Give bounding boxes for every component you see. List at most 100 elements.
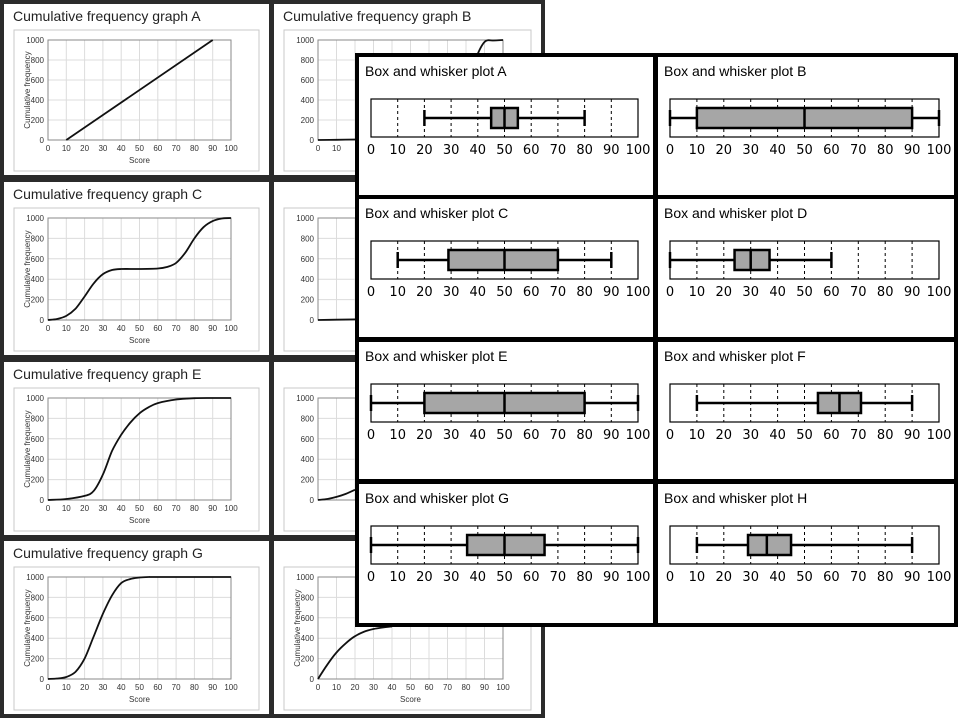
x-tick-label: 90 xyxy=(208,324,217,333)
cumulative-frequency-line xyxy=(47,576,231,680)
y-tick-label: 0 xyxy=(40,496,45,505)
x-tick-label: 60 xyxy=(523,143,540,158)
x-tick-label: 0 xyxy=(46,324,51,333)
x-tick-label: 100 xyxy=(927,285,952,300)
y-tick-label: 1000 xyxy=(26,36,44,45)
x-tick-label: 100 xyxy=(927,570,952,585)
bw-card-e: Box and whisker plot E 0 10 20 30 40 50 60 70 80… xyxy=(359,342,653,479)
y-tick-label: 1000 xyxy=(26,573,44,582)
x-tick-label: 80 xyxy=(190,504,199,513)
x-tick-label: 20 xyxy=(80,504,89,513)
y-tick-label: 1000 xyxy=(26,394,44,403)
cumulative-frequency-line xyxy=(317,488,356,501)
y-tick-label: 1000 xyxy=(296,214,314,223)
x-tick-label: 70 xyxy=(172,504,181,513)
y-tick-label: 200 xyxy=(301,655,315,664)
y-tick-label: 800 xyxy=(31,593,45,602)
x-tick-label: 40 xyxy=(769,570,786,585)
cumulative-frequency-line xyxy=(47,217,232,321)
x-tick-label: 50 xyxy=(496,285,513,300)
y-tick-label: 400 xyxy=(31,275,45,284)
x-tick-label: 80 xyxy=(190,144,199,153)
x-tick-label: 50 xyxy=(796,428,813,443)
x-tick-label: 0 xyxy=(316,683,321,692)
x-tick-label: 100 xyxy=(224,683,238,692)
cf-card-e: Cumulative frequency graph E 0 200 400 600 8… xyxy=(4,362,269,535)
x-tick-label: 70 xyxy=(850,285,867,300)
y-tick-label: 1000 xyxy=(296,394,314,403)
x-tick-label: 40 xyxy=(769,285,786,300)
y-tick-label: 200 xyxy=(301,296,315,305)
line-chart-svg: 0 200 400 600 800 1000 0 10 20 30 40 50 60 70 80 90 100 S… xyxy=(13,29,260,172)
x-tick-label: 20 xyxy=(416,143,433,158)
chart-title: Cumulative frequency graph E xyxy=(13,366,202,382)
x-tick-label: 80 xyxy=(877,143,894,158)
y-tick-label: 600 xyxy=(301,435,315,444)
x-tick-label: 90 xyxy=(208,504,217,513)
x-tick-label: 100 xyxy=(224,504,238,513)
x-tick-label: 0 xyxy=(46,504,51,513)
boxplot-svg: 0 10 20 30 40 50 60 70 80 90 100 xyxy=(666,98,951,158)
y-tick-label: 200 xyxy=(301,116,315,125)
x-tick-label: 100 xyxy=(927,428,952,443)
x-tick-label: 100 xyxy=(626,428,651,443)
box-whisker-sheet: Box and whisker plot A 0 10 20 30 40 50 60 70 80… xyxy=(355,53,958,627)
chart-title: Cumulative frequency graph C xyxy=(13,186,203,202)
x-tick-label: 30 xyxy=(742,570,759,585)
x-tick-label: 30 xyxy=(98,504,107,513)
x-tick-label: 30 xyxy=(369,683,378,692)
y-tick-label: 0 xyxy=(40,136,45,145)
y-axis-label: Cumulative frequency xyxy=(293,589,302,666)
x-tick-label: 100 xyxy=(224,144,238,153)
chart-title: Box and whisker plot B xyxy=(664,63,807,79)
x-tick-label: 80 xyxy=(576,285,593,300)
cumulative-frequency-line xyxy=(65,39,214,141)
y-tick-label: 200 xyxy=(31,655,45,664)
y-tick-label: 800 xyxy=(31,56,45,65)
x-tick-label: 80 xyxy=(190,324,199,333)
x-tick-label: 80 xyxy=(576,143,593,158)
y-tick-label: 200 xyxy=(301,476,315,485)
x-tick-label: 10 xyxy=(689,143,706,158)
x-tick-label: 30 xyxy=(443,570,460,585)
x-tick-label: 10 xyxy=(689,285,706,300)
x-tick-label: 10 xyxy=(62,683,71,692)
x-tick-label: 10 xyxy=(62,324,71,333)
x-tick-label: 60 xyxy=(523,428,540,443)
x-tick-label: 50 xyxy=(496,143,513,158)
x-tick-label: 0 xyxy=(666,428,674,443)
y-tick-label: 600 xyxy=(31,255,45,264)
x-tick-label: 20 xyxy=(716,428,733,443)
x-tick-label: 60 xyxy=(823,570,840,585)
x-tick-label: 100 xyxy=(626,570,651,585)
x-tick-label: 10 xyxy=(332,683,341,692)
x-tick-label: 0 xyxy=(316,144,321,153)
x-tick-label: 20 xyxy=(80,144,89,153)
x-tick-label: 20 xyxy=(351,683,360,692)
bw-card-b: Box and whisker plot B 0 10 20 30 40 50 60 70 80… xyxy=(658,57,954,195)
x-tick-label: 40 xyxy=(769,143,786,158)
x-tick-label: 20 xyxy=(416,428,433,443)
x-tick-label: 40 xyxy=(470,285,487,300)
x-tick-label: 70 xyxy=(550,285,567,300)
y-axis-label: Cumulative frequency xyxy=(23,410,32,487)
y-tick-label: 0 xyxy=(310,316,315,325)
x-tick-label: 50 xyxy=(796,570,813,585)
y-tick-label: 0 xyxy=(310,136,315,145)
x-axis-label: Score xyxy=(129,156,150,165)
x-tick-label: 80 xyxy=(877,428,894,443)
x-tick-label: 60 xyxy=(425,683,434,692)
bw-card-c: Box and whisker plot C 0 10 20 30 40 50 60 70 80… xyxy=(359,199,653,337)
x-tick-label: 100 xyxy=(496,683,510,692)
x-tick-label: 90 xyxy=(480,683,489,692)
x-tick-label: 30 xyxy=(742,428,759,443)
x-tick-label: 80 xyxy=(576,428,593,443)
x-tick-label: 0 xyxy=(46,683,51,692)
x-tick-label: 0 xyxy=(367,570,375,585)
y-tick-label: 0 xyxy=(40,316,45,325)
x-tick-label: 10 xyxy=(62,144,71,153)
chart-title: Cumulative frequency graph B xyxy=(283,8,472,24)
x-tick-label: 80 xyxy=(190,683,199,692)
x-tick-label: 10 xyxy=(389,570,406,585)
y-tick-label: 200 xyxy=(31,296,45,305)
